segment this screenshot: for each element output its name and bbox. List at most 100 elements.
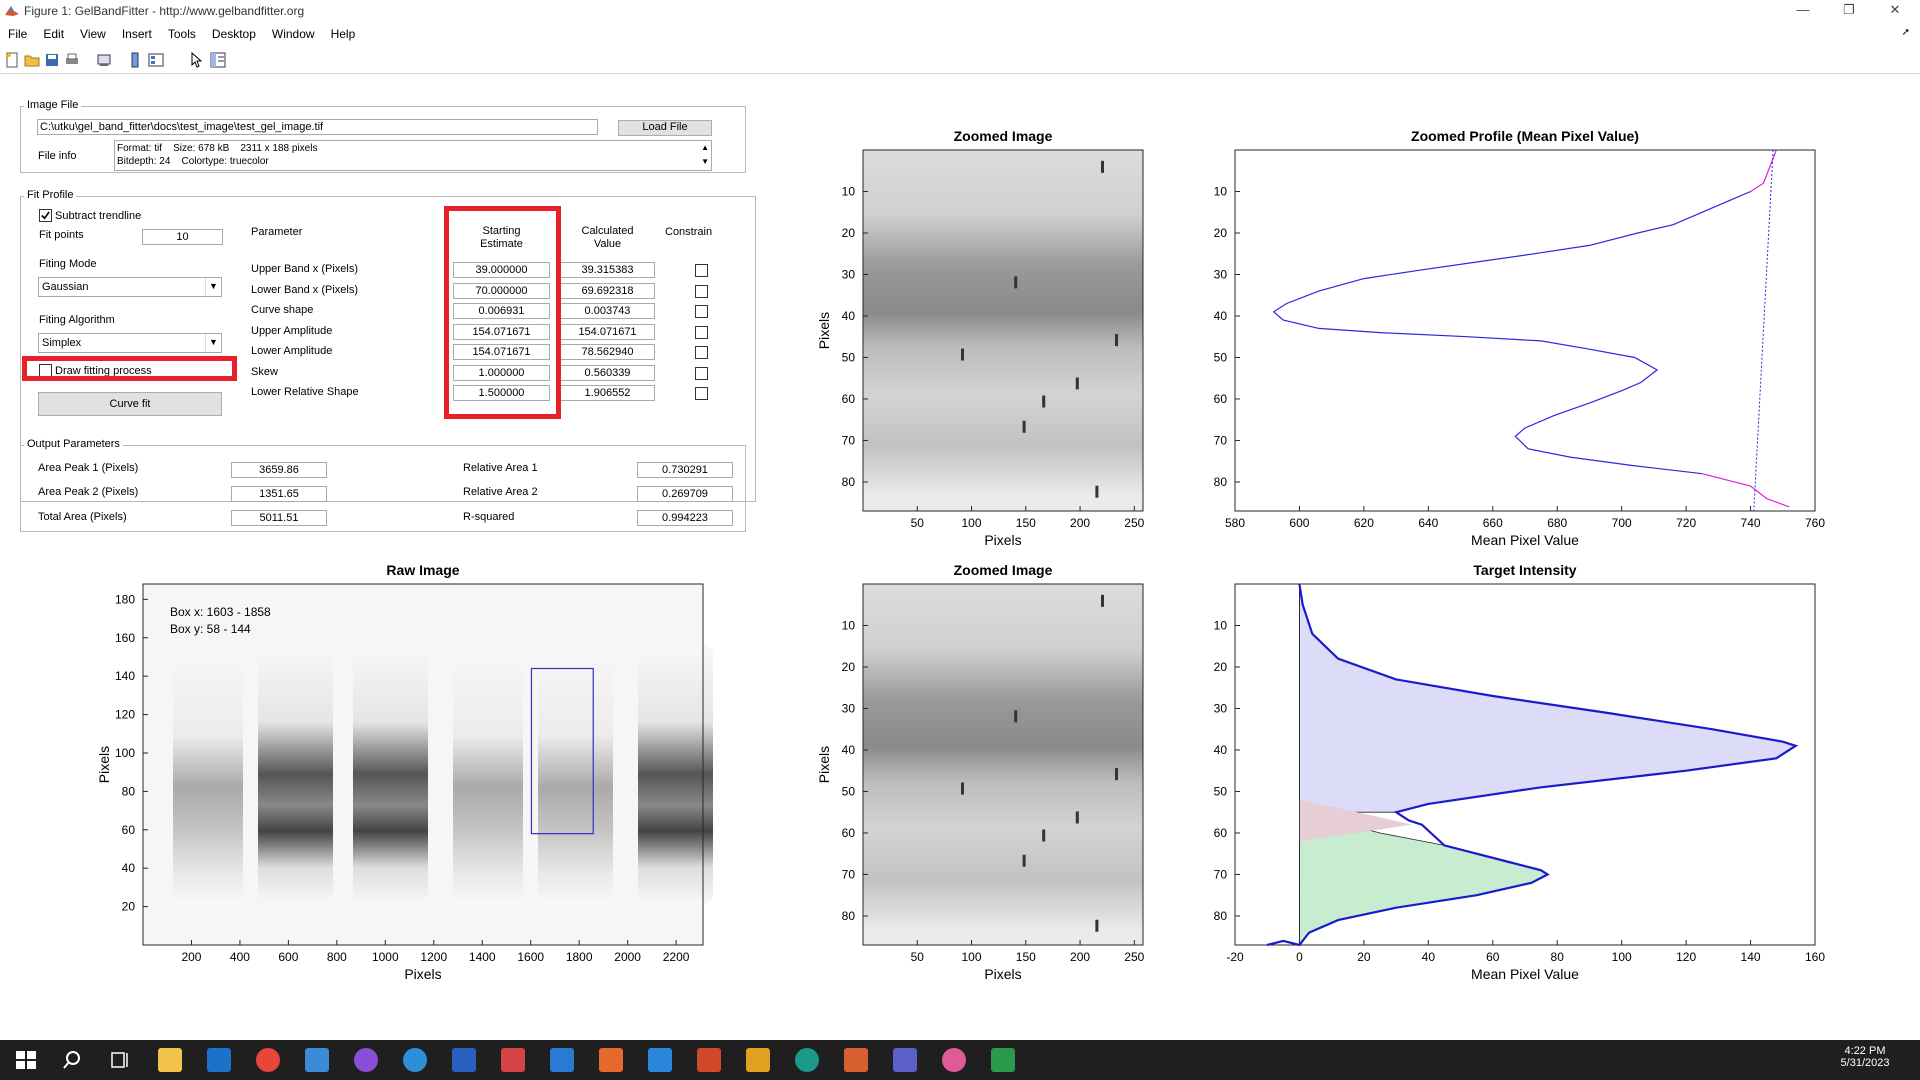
subtract-trendline-checkbox[interactable] [39,209,52,222]
profile-raw-line-top [1750,149,1777,193]
print-icon[interactable] [64,52,80,68]
upper-peak-area [1299,583,1797,813]
constrain-checkbox[interactable] [695,325,708,339]
close-icon[interactable]: ✕ [1889,2,1901,17]
minimize-icon[interactable]: — [1796,2,1810,17]
fit-points-field[interactable]: 10 [142,229,223,245]
legend-icon[interactable] [148,52,164,68]
calculated-value-field[interactable]: 39.315383 [560,262,655,278]
box-x-label: Box x: 1603 - 1858 [170,605,271,619]
file-explorer-icon[interactable] [158,1048,182,1072]
starting-estimate-field[interactable]: 154.071671 [453,344,550,360]
fitting-algorithm-select[interactable]: Simplex ▼ [38,333,222,353]
relative-area1-field[interactable]: 0.730291 [637,462,733,478]
zoom_bottom-frame [862,583,1144,946]
fitting-mode-select[interactable]: Gaussian ▼ [38,277,222,297]
calculated-value-field[interactable]: 69.692318 [560,282,655,299]
x-tick-label: 20 [1357,950,1371,964]
outlook-icon[interactable] [207,1048,231,1072]
zoomed-gel-image [863,584,1143,945]
task-view-icon[interactable] [108,1048,132,1072]
menu-file[interactable]: File [8,27,28,41]
vscode-icon[interactable] [550,1048,574,1072]
speck [1042,829,1046,842]
constrain-checkbox[interactable] [695,346,708,359]
menu-tools[interactable]: Tools [167,27,196,41]
y-tick-label: 60 [842,392,856,406]
menu-view[interactable]: View [80,27,106,41]
raw-xlabel: Pixels [404,966,441,982]
internet-explorer-icon[interactable] [403,1048,427,1072]
figure-taskbar-icon[interactable] [844,1048,868,1072]
load-file-button[interactable]: Load File [618,120,712,136]
github-icon[interactable] [354,1048,378,1072]
print-preview-icon[interactable] [96,52,112,68]
relative-area2-field[interactable]: 0.269709 [637,486,733,502]
calculated-value-field[interactable]: 0.560339 [560,364,655,381]
menu-help[interactable]: Help [330,27,356,41]
colorbar-icon[interactable] [128,52,144,68]
constrain-checkbox[interactable] [695,284,708,298]
trendline [1753,149,1774,512]
new-figure-icon[interactable] [4,52,20,68]
matlab-taskbar-icon[interactable] [599,1048,623,1072]
calculated-value-field[interactable]: 78.562940 [560,344,655,360]
r-squared-field[interactable]: 0.994223 [637,510,733,526]
total-area-field[interactable]: 5011.51 [231,510,327,526]
constrain-checkbox[interactable] [695,305,708,318]
powerpoint-icon[interactable] [697,1048,721,1072]
photos-icon[interactable] [648,1048,672,1072]
clock[interactable]: 4:22 PM 5/31/2023 [1830,1045,1900,1069]
menu-desktop[interactable]: Desktop [211,27,256,41]
app-icon[interactable] [501,1048,525,1072]
speck [1101,160,1104,173]
windows-start-icon[interactable] [14,1048,38,1072]
target-data-line [1266,583,1799,947]
zotero-icon[interactable] [452,1048,476,1072]
fit-profile-title: Fit Profile [24,189,77,201]
constrain-checkbox[interactable] [695,387,708,400]
constrain-checkbox[interactable] [695,366,708,380]
dock-arrow-icon[interactable]: ➚ [1901,27,1910,38]
file-info-box[interactable]: Format: tif Size: 678 kB 2311 x 188 pixe… [114,140,712,171]
calculated-value-field[interactable]: 0.003743 [560,303,655,319]
starting-estimate-field[interactable]: 1.500000 [453,385,550,401]
file-path-field[interactable]: C:\utku\gel_band_fitter\docs\test_image\… [37,119,598,135]
starting-estimate-field[interactable]: 1.000000 [453,364,550,381]
menu-insert[interactable]: Insert [121,27,152,41]
save-icon[interactable] [44,52,60,68]
x-tick-label: 600 [278,950,298,964]
param-name: Lower Relative Shape [251,386,359,398]
zoom-top-axes: 50 100 150 200 250 10 20 30 40 50 60 70 80 Pixels Pixe… [816,149,1145,548]
x-tick-label: 800 [327,950,347,964]
starting-estimate-field[interactable]: 39.000000 [453,262,550,278]
git-icon[interactable] [746,1048,770,1072]
restore-icon[interactable]: ❐ [1843,2,1855,17]
constrain-checkbox[interactable] [695,264,708,277]
scroll-arrows-icon[interactable]: ▲ ▼ [701,143,709,166]
starting-estimate-field[interactable]: 154.071671 [453,323,550,340]
todo-icon[interactable] [305,1048,329,1072]
subtract-trendline-label: Subtract trendline [55,210,142,222]
notepad-icon[interactable] [991,1048,1015,1072]
property-editor-icon[interactable] [210,52,226,68]
calculated-value-field[interactable]: 154.071671 [560,323,655,340]
pointer-icon[interactable] [188,52,204,68]
starting-estimate-field[interactable]: 70.000000 [453,282,550,299]
area-peak2-field[interactable]: 1351.65 [231,486,327,502]
search-icon[interactable] [60,1048,84,1072]
menu-edit[interactable]: Edit [43,27,65,41]
calculated-value-field[interactable]: 1.906552 [560,385,655,401]
x-tick-label: 80 [1551,950,1565,964]
open-file-icon[interactable] [24,52,40,68]
y-tick-label: 160 [115,631,135,645]
raw-ylabel: Pixels [96,746,112,783]
teams-icon[interactable] [893,1048,917,1072]
chrome-icon[interactable] [256,1048,280,1072]
menu-window[interactable]: Window [271,27,315,41]
paint-icon[interactable] [942,1048,966,1072]
curve-fit-button[interactable]: Curve fit [38,392,222,416]
edge-icon[interactable] [795,1048,819,1072]
area-peak1-field[interactable]: 3659.86 [231,462,327,478]
starting-estimate-field[interactable]: 0.006931 [453,303,550,319]
